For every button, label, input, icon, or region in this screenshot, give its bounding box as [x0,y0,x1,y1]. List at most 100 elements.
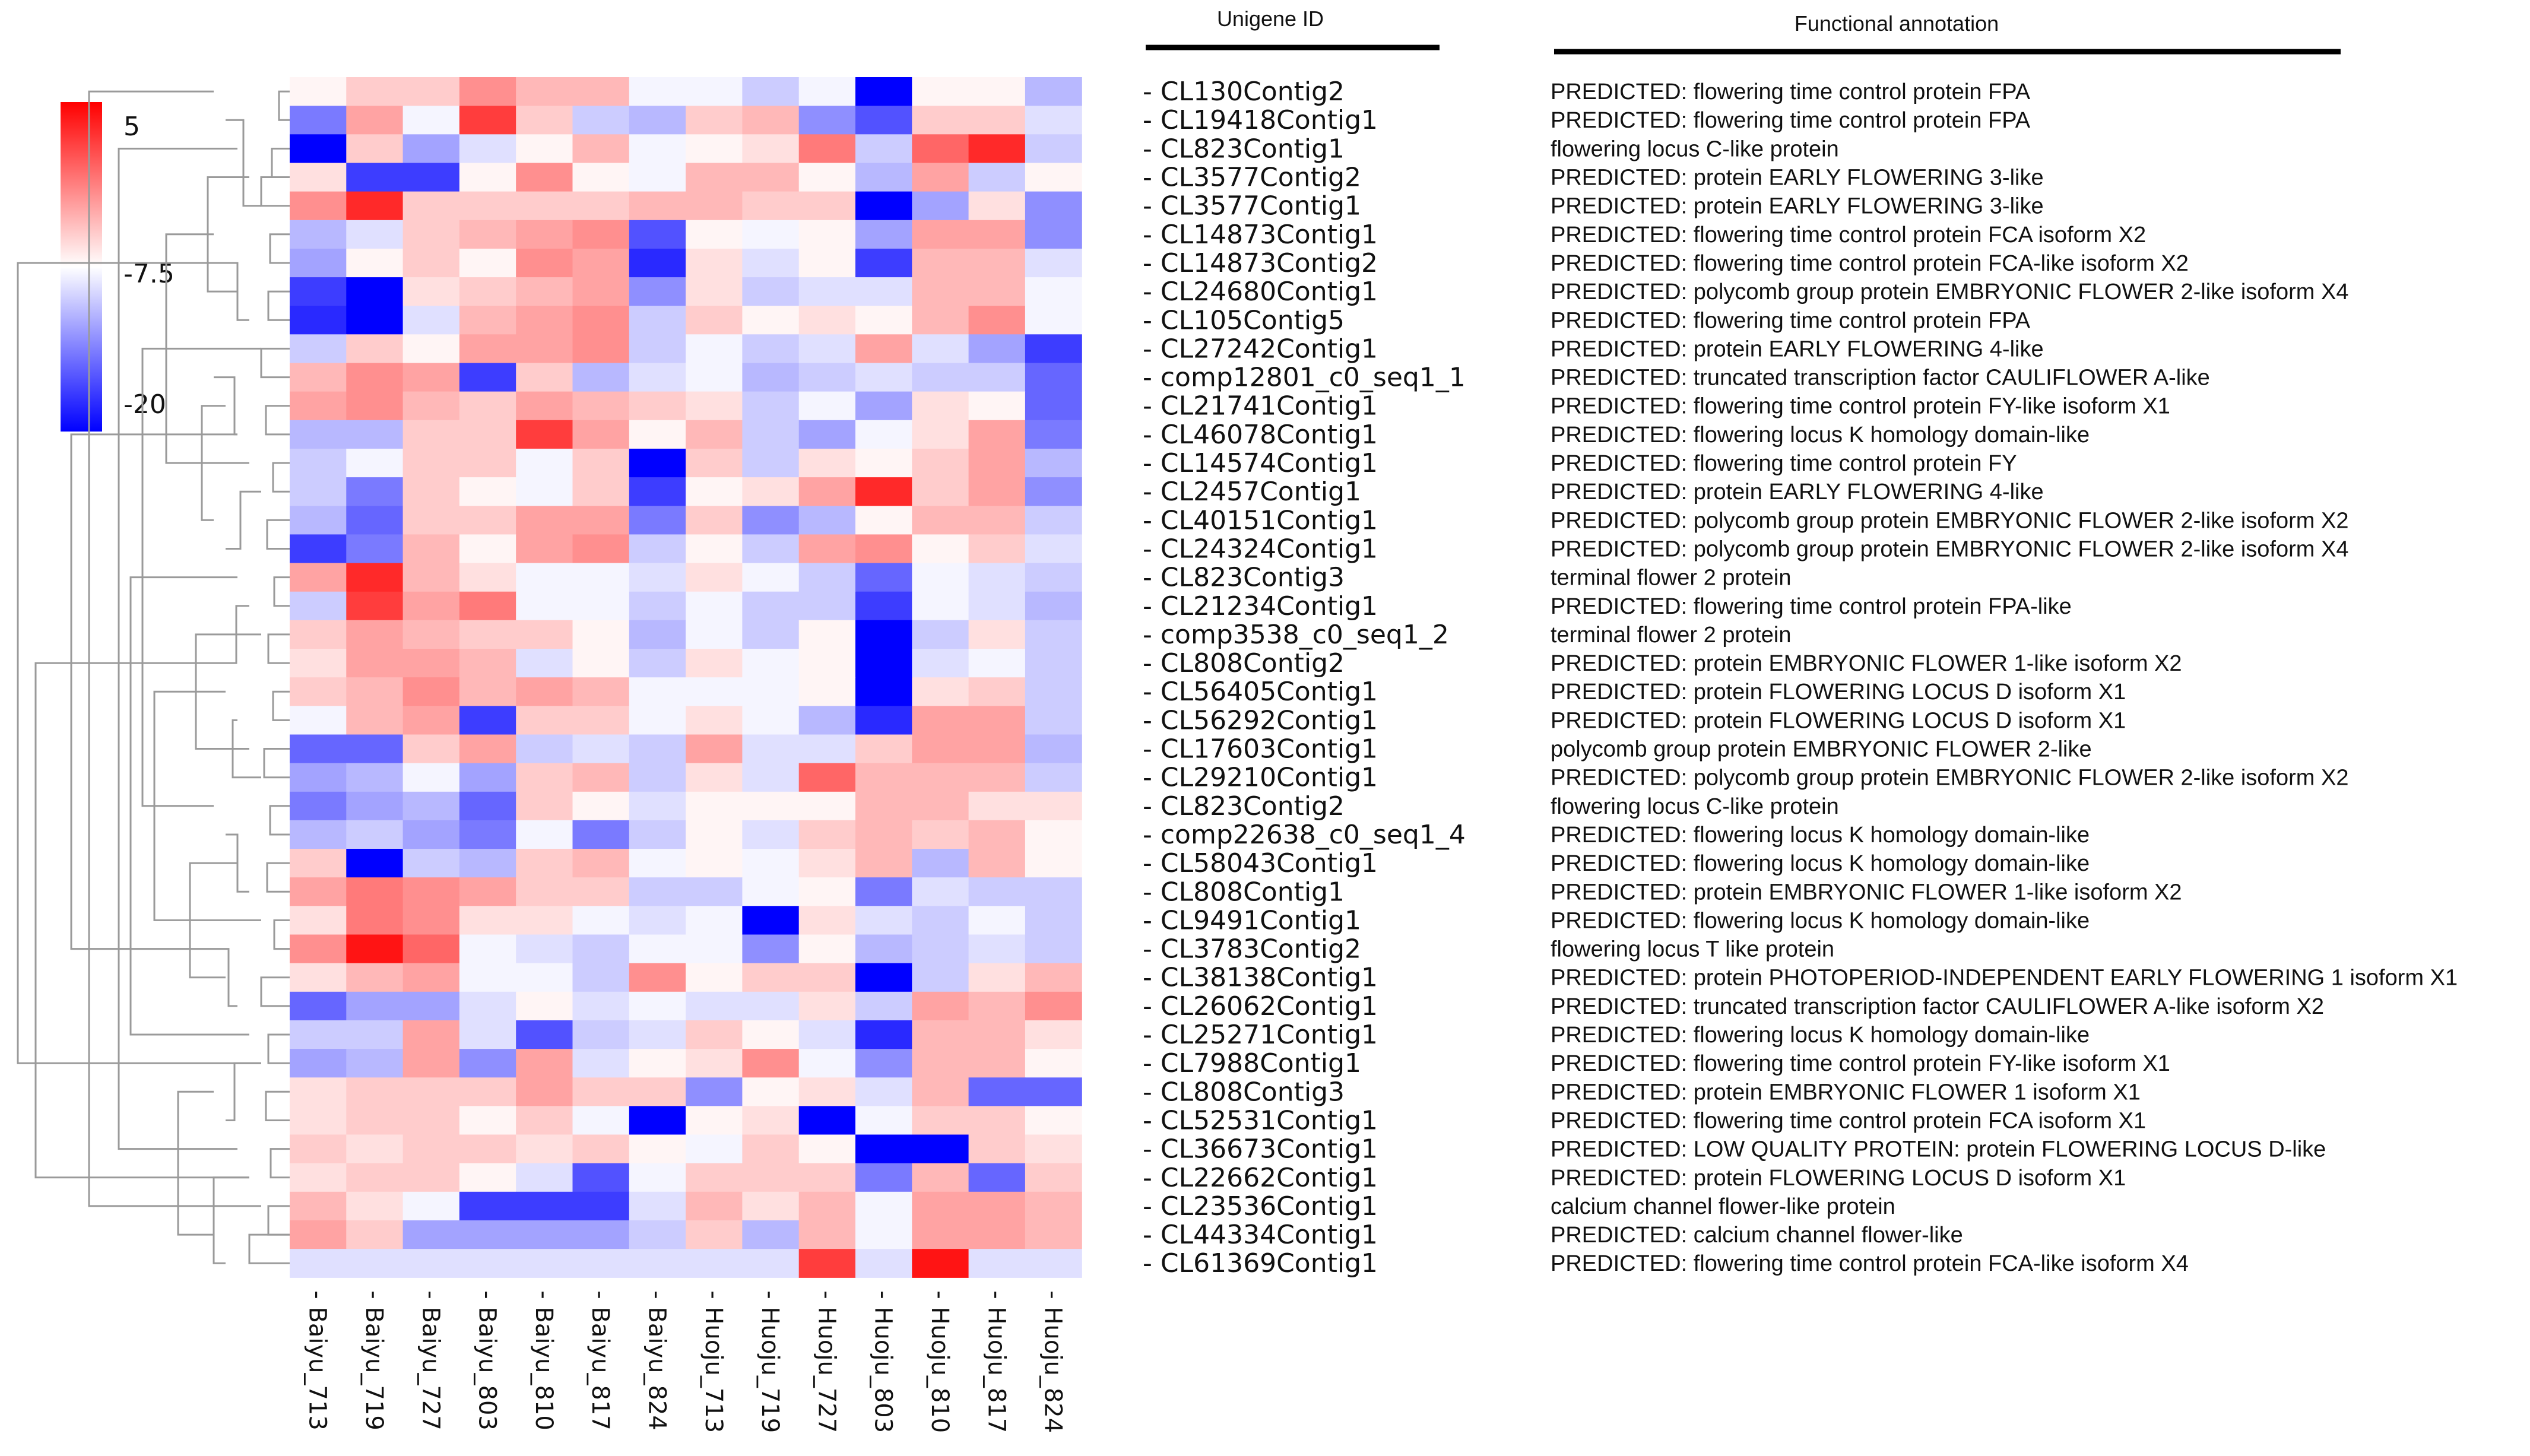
row-label: - CL38138Contig1 [1143,963,1378,993]
heatmap-cell [516,477,573,506]
heatmap-cell [290,820,347,849]
heatmap-cell [1025,220,1082,249]
heatmap-cell [855,391,912,421]
heatmap-cell [402,1134,460,1164]
heatmap-cell [912,306,969,335]
heatmap-cell [798,363,856,392]
heatmap-cell [516,991,573,1021]
heatmap-cell [742,906,800,935]
column-label: - Baiyu_810 [530,1290,557,1430]
annotation-label: PREDICTED: calcium channel flower-like [1551,1223,1963,1248]
heatmap-cell [1025,1163,1082,1192]
heatmap-cell [855,420,912,449]
heatmap-cell [742,448,800,478]
heatmap-cell [855,649,912,678]
heatmap-cell [968,1077,1026,1107]
heatmap-cell [629,734,686,764]
row-label: - CL823Contig1 [1143,134,1345,164]
heatmap-cell [855,506,912,535]
heatmap-cell [572,649,630,678]
heatmap-cell [629,534,686,564]
heatmap-cell [346,1134,404,1164]
heatmap-cell [516,363,573,392]
dendrogram-branch [260,176,290,207]
heatmap-cell [402,649,460,678]
heatmap-cell [346,248,404,278]
heatmap-cell [968,906,1026,935]
heatmap-cell [346,448,404,478]
heatmap-cell [686,563,743,592]
heatmap-cell [290,448,347,478]
heatmap-cell [1025,106,1082,135]
heatmap-cell [572,106,630,135]
heatmap-cell [402,306,460,335]
heatmap-cell [346,106,404,135]
heatmap-cell [968,306,1026,335]
heatmap-cell [572,1077,630,1107]
heatmap-cell [402,191,460,221]
annotation-label: PREDICTED: flowering time control protei… [1551,594,2072,619]
heatmap-cell [459,1020,516,1049]
heatmap-cell [572,134,630,164]
heatmap-cell [798,1020,856,1049]
heatmap-cell [346,1249,404,1278]
dendrogram-branch [88,90,261,1207]
heatmap-cell [346,420,404,449]
heatmap-cell [402,363,460,392]
heatmap-cell [798,1249,856,1278]
annotation-label: PREDICTED: protein EARLY FLOWERING 4-lik… [1551,480,2044,505]
row-label: - CL14873Contig2 [1143,248,1378,278]
heatmap-cell [346,649,404,678]
heatmap-cell [459,649,516,678]
heatmap-cell [912,420,969,449]
heatmap-cell [402,1220,460,1249]
dendrogram-branch [226,1062,261,1121]
annotation-label: PREDICTED: flowering time control protei… [1551,394,2170,419]
heatmap-cell [855,191,912,221]
heatmap-cell [290,306,347,335]
heatmap-cell [798,849,856,878]
heatmap-cell [402,963,460,992]
heatmap-cell [629,649,686,678]
heatmap-cell [346,1106,404,1135]
heatmap-cell [686,763,743,792]
heatmap-cell [912,820,969,849]
heatmap-cell [686,849,743,878]
row-label: - comp12801_c0_seq1_1 [1143,363,1466,393]
heatmap-cell [402,1049,460,1078]
heatmap-cell [346,477,404,506]
heatmap-cell [1025,391,1082,421]
heatmap-cell [516,1077,573,1107]
heatmap-cell [402,77,460,106]
heatmap-cell [459,448,516,478]
heatmap-cell [572,191,630,221]
dendrogram-branch [214,948,237,1007]
heatmap-cell [742,534,800,564]
heatmap-cell [912,163,969,192]
heatmap-cell [1025,849,1082,878]
heatmap-cell [629,77,686,106]
heatmap-cell [968,534,1026,564]
heatmap-cell [686,1220,743,1249]
heatmap-cell [968,877,1026,906]
heatmap-cell [855,334,912,364]
heatmap-cell [516,77,573,106]
heatmap-cell [572,506,630,535]
heatmap-cell [516,706,573,735]
heatmap-cell [572,220,630,249]
dendrogram-branch [269,233,290,264]
heatmap-cell [402,1106,460,1135]
heatmap-cell [912,991,969,1021]
heatmap-cell [290,563,347,592]
heatmap-cell [516,849,573,878]
heatmap-cell [1025,1249,1082,1278]
annotation-label: PREDICTED: polycomb group protein EMBRYO… [1551,280,2348,304]
heatmap-cell [968,734,1026,764]
heatmap-cell [798,1049,856,1078]
heatmap-cell [572,448,630,478]
heatmap-cell [968,649,1026,678]
heatmap-cell [629,620,686,649]
heatmap-cell [346,1191,404,1221]
heatmap-cell [686,134,743,164]
heatmap-cell [402,849,460,878]
